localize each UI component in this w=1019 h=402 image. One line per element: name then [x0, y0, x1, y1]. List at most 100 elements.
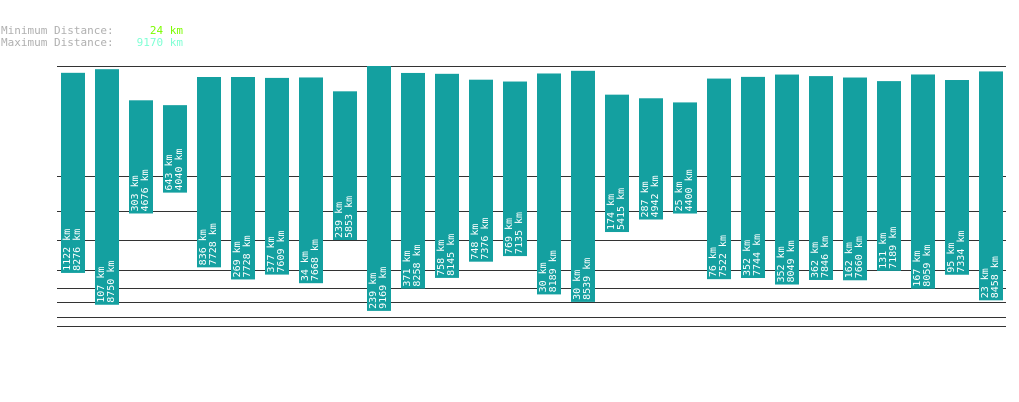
max-distance-bar-label: 7728 km [208, 223, 219, 265]
max-distance-bar-label: 4676 km [140, 169, 151, 211]
min-distance-bar-label: 769 km [504, 218, 515, 254]
range-bar [571, 70, 595, 302]
range-bar [877, 81, 901, 271]
min-distance-bar-label: 303 km [130, 175, 141, 211]
range-bar [911, 74, 935, 289]
range-bar-labels: 303 km 4676 km [130, 169, 151, 211]
max-distance-bar-label: 7135 km [514, 212, 525, 254]
min-distance-bar-label: 362 km [810, 242, 821, 278]
min-distance-bar-label: 174 km [606, 194, 617, 230]
range-bar [333, 91, 357, 241]
max-distance-label: Maximum Distance: [1, 36, 114, 49]
min-distance-bar-label: 836 km [198, 229, 209, 265]
min-distance-bar-label: 162 km [844, 242, 855, 278]
range-bar-labels: 25 km 4400 km [674, 169, 695, 211]
max-distance-bar-label: 4040 km [174, 148, 185, 190]
range-bar-labels: 107 km 8750 km [96, 261, 117, 303]
max-distance-row: Maximum Distance: 9170 km [1, 37, 183, 49]
max-distance-bar-label: 7728 km [242, 235, 253, 277]
max-distance-bar-label: 7660 km [854, 236, 865, 278]
max-distance-bar-label: 7744 km [752, 234, 763, 276]
range-bar [435, 73, 459, 278]
min-distance-bar-label: 643 km [164, 154, 175, 190]
range-bar-labels: 748 km 7376 km [470, 218, 491, 260]
min-distance-row: Minimum Distance: 24 km [1, 25, 183, 37]
max-distance-bar-label: 7522 km [718, 235, 729, 277]
max-distance-bar-label: 7376 km [480, 218, 491, 260]
range-bar [129, 100, 153, 214]
range-bar-labels: 239 km 9169 km [368, 267, 389, 309]
max-distance-bar-label: 9169 km [378, 267, 389, 309]
min-distance-bar-label: 269 km [232, 241, 243, 277]
range-bar-labels: 174 km 5415 km [606, 188, 627, 230]
range-bar-labels: 167 km 8059 km [912, 245, 933, 287]
range-bar-labels: 287 km 4942 km [640, 175, 661, 217]
range-bar-labels: 23 km 8458 km [980, 256, 1001, 298]
range-bar-labels: 758 km 8145 km [436, 234, 457, 276]
max-distance-bar-label: 7334 km [956, 231, 967, 273]
range-bar [163, 105, 187, 193]
max-distance-bar-label: 8049 km [786, 240, 797, 282]
min-distance-bar-label: 25 km [674, 181, 685, 211]
range-bar [537, 73, 561, 295]
min-distance-bar-label: 377 km [266, 236, 277, 272]
max-distance-bar-label: 7189 km [888, 227, 899, 269]
range-bar-labels: 352 km 8049 km [776, 240, 797, 282]
distance-legend: Minimum Distance: 24 km Maximum Distance:… [1, 25, 183, 49]
range-bar-labels: 371 km 8258 km [402, 244, 423, 286]
range-bar [231, 77, 255, 280]
range-bar [809, 76, 833, 280]
range-bar-labels: 1122 km 8276 km [62, 229, 83, 271]
max-distance-bar-label: 8258 km [412, 244, 423, 286]
min-distance-bar-label: 352 km [776, 246, 787, 282]
max-distance-bar-label: 8189 km [548, 250, 559, 292]
max-distance-bar-label: 7846 km [820, 236, 831, 278]
range-bar-labels: 769 km 7135 km [504, 212, 525, 254]
max-distance-bar-label: 4400 km [684, 169, 695, 211]
min-distance-bar-label: 30 km [538, 262, 549, 292]
min-distance-bar-label: 167 km [912, 251, 923, 287]
min-distance-bar-label: 95 km [946, 243, 957, 273]
max-distance-bar-label: 8276 km [72, 229, 83, 271]
min-distance-bar-label: 34 km [300, 251, 311, 281]
range-bar-labels: 76 km 7522 km [708, 235, 729, 277]
min-distance-bar-label: 76 km [708, 247, 719, 277]
range-bar [367, 66, 391, 311]
range-bar-labels: 34 km 7668 km [300, 239, 321, 281]
max-distance-bar-label: 7609 km [276, 230, 287, 272]
range-bar [95, 69, 119, 305]
min-distance-bar-label: 107 km [96, 267, 107, 303]
range-bar-labels: 362 km 7846 km [810, 236, 831, 278]
max-distance-bar-label: 8750 km [106, 261, 117, 303]
min-distance-bar-label: 287 km [640, 181, 651, 217]
range-bars: 1122 km 8276 km 107 km 8750 km 303 km 4676 km… [61, 66, 1003, 311]
min-distance-label: Minimum Distance: [1, 24, 114, 37]
min-distance-bar-label: 239 km [368, 273, 379, 309]
max-distance-bar-label: 8539 km [582, 258, 593, 300]
range-bar-labels: 162 km 7660 km [844, 236, 865, 278]
range-bar [775, 74, 799, 285]
max-distance-bar-label: 8458 km [990, 256, 1001, 298]
min-distance-bar-label: 748 km [470, 224, 481, 260]
min-distance-bar-label: 371 km [402, 250, 413, 286]
range-bar-labels: 643 km 4040 km [164, 148, 185, 190]
min-distance-bar-label: 23 km [980, 268, 991, 298]
max-distance-bar-label: 8145 km [446, 234, 457, 276]
range-bar [605, 94, 629, 233]
range-bar [265, 77, 289, 275]
range-bar-labels: 30 km 8189 km [538, 250, 559, 292]
range-bar [639, 98, 663, 220]
range-bar-labels: 131 km 7189 km [878, 227, 899, 269]
range-bar [673, 102, 697, 214]
range-bar [843, 77, 867, 281]
max-distance-bar-label: 4942 km [650, 175, 661, 217]
max-distance-bar-label: 8059 km [922, 245, 933, 287]
min-distance-bar-label: 30 km [572, 270, 583, 300]
range-bar-labels: 95 km 7334 km [946, 231, 967, 273]
range-bar-labels: 30 km 8539 km [572, 258, 593, 300]
range-bar [61, 72, 85, 273]
range-bar [197, 77, 221, 268]
max-distance-value: 9170 km [136, 36, 183, 49]
range-bar [741, 76, 765, 279]
